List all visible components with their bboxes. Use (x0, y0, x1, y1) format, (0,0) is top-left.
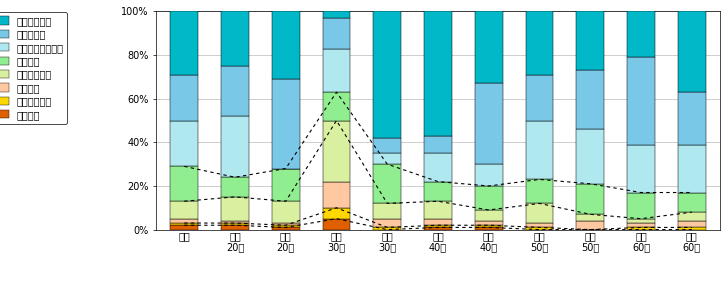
Bar (475, 221, 503, 225)
Bar (170, 11, 198, 75)
Legend: 年に１回以下, 半年に１回, ２～３カ月に１回, 月に１回, 月に２～３回, 週に１回, 週に２～３回, ほぼ毎日: 年に１回以下, 半年に１回, ２～３カ月に１回, 月に１回, 月に２～３回, 週… (0, 12, 67, 124)
Bar (373, 138, 401, 153)
Bar (526, 75, 553, 121)
Bar (323, 11, 350, 18)
Bar (221, 197, 249, 221)
Bar (373, 164, 401, 203)
Bar (627, 227, 655, 230)
Bar (424, 182, 452, 201)
Bar (221, 66, 249, 116)
Bar (373, 203, 401, 219)
Bar (424, 219, 452, 225)
Bar (221, 11, 249, 66)
Bar (424, 11, 452, 136)
Bar (170, 201, 198, 219)
Bar (577, 129, 604, 184)
Bar (526, 179, 553, 203)
Bar (424, 153, 452, 182)
Bar (678, 227, 706, 230)
Bar (221, 116, 249, 177)
Bar (678, 92, 706, 145)
Bar (272, 223, 300, 225)
Bar (373, 11, 401, 138)
Bar (475, 227, 503, 230)
Bar (627, 145, 655, 193)
Bar (272, 168, 300, 201)
Bar (272, 227, 300, 230)
Bar (424, 136, 452, 153)
Bar (170, 166, 198, 201)
Bar (678, 193, 706, 212)
Bar (170, 75, 198, 121)
Bar (627, 193, 655, 219)
Bar (475, 210, 503, 221)
Bar (526, 121, 553, 179)
Bar (373, 219, 401, 227)
Bar (221, 225, 249, 230)
Bar (526, 223, 553, 227)
Bar (577, 184, 604, 214)
Bar (323, 208, 350, 219)
Bar (323, 219, 350, 230)
Bar (221, 223, 249, 225)
Bar (170, 225, 198, 230)
Bar (373, 227, 401, 230)
Bar (475, 225, 503, 227)
Bar (627, 223, 655, 227)
Bar (678, 221, 706, 227)
Bar (323, 121, 350, 182)
Bar (678, 11, 706, 92)
Bar (627, 11, 655, 57)
Bar (424, 225, 452, 227)
Bar (424, 227, 452, 230)
Bar (627, 57, 655, 145)
Bar (221, 177, 249, 197)
Bar (170, 219, 198, 223)
Bar (373, 153, 401, 164)
Bar (627, 219, 655, 223)
Bar (678, 145, 706, 193)
Bar (577, 70, 604, 129)
Bar (577, 214, 604, 221)
Bar (577, 11, 604, 70)
Bar (323, 49, 350, 92)
Bar (526, 227, 553, 230)
Bar (170, 121, 198, 166)
Bar (526, 203, 553, 223)
Bar (221, 221, 249, 223)
Bar (323, 182, 350, 208)
Bar (272, 225, 300, 227)
Bar (577, 221, 604, 230)
Bar (526, 11, 553, 75)
Bar (678, 212, 706, 221)
Bar (272, 201, 300, 223)
Bar (323, 18, 350, 49)
Bar (475, 11, 503, 84)
Bar (323, 92, 350, 121)
Bar (475, 186, 503, 210)
Bar (272, 11, 300, 79)
Bar (475, 164, 503, 186)
Bar (424, 201, 452, 219)
Bar (272, 79, 300, 168)
Bar (475, 84, 503, 164)
Bar (170, 223, 198, 225)
